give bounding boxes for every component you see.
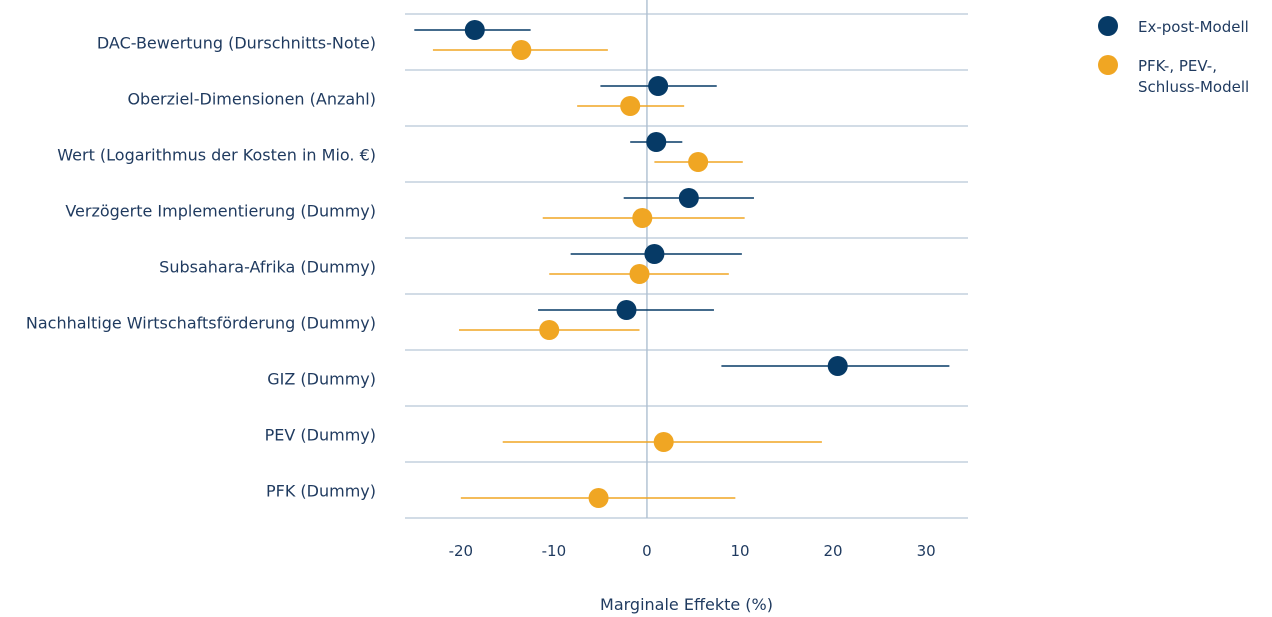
data-point (539, 320, 560, 340)
data-point (616, 300, 637, 320)
category-label: GIZ (Dummy) (267, 370, 376, 389)
legend-label: PFK-, PEV-, (1138, 57, 1217, 75)
data-point (629, 264, 650, 284)
category-label: DAC-Bewertung (Durschnitts-Note) (97, 34, 376, 53)
data-point (644, 244, 665, 264)
legend-marker-pfk-pev (1098, 55, 1118, 75)
legend-label: Ex-post-Modell (1138, 18, 1249, 36)
category-label: Subsahara-Afrika (Dummy) (159, 258, 376, 277)
x-tick-label: 20 (824, 542, 843, 560)
data-point (632, 208, 653, 228)
category-label: Oberziel-Dimensionen (Anzahl) (127, 90, 376, 109)
category-label: Wert (Logarithmus der Kosten in Mio. €) (57, 146, 376, 165)
category-label: PFK (Dummy) (266, 482, 376, 501)
data-point (688, 152, 709, 172)
data-point (648, 76, 669, 96)
data-point (464, 20, 485, 40)
x-tick-label: -20 (449, 542, 474, 560)
category-label: Nachhaltige Wirtschaftsförderung (Dummy) (26, 314, 376, 333)
data-point (646, 132, 667, 152)
legend-marker-ex-post (1098, 16, 1118, 36)
data-point (827, 356, 848, 376)
data-point (588, 488, 609, 508)
data-point (620, 96, 641, 116)
data-point (511, 40, 532, 60)
x-axis-title: Marginale Effekte (%) (600, 595, 773, 614)
category-label: Verzögerte Implementierung (Dummy) (65, 202, 376, 221)
data-point (653, 432, 674, 452)
x-tick-label: -10 (542, 542, 567, 560)
data-point (678, 188, 699, 208)
legend-label: Schluss-Modell (1138, 78, 1249, 96)
category-label: PEV (Dummy) (265, 426, 376, 445)
x-tick-label: 30 (917, 542, 936, 560)
x-tick-label: 10 (730, 542, 749, 560)
x-tick-label: 0 (642, 542, 652, 560)
